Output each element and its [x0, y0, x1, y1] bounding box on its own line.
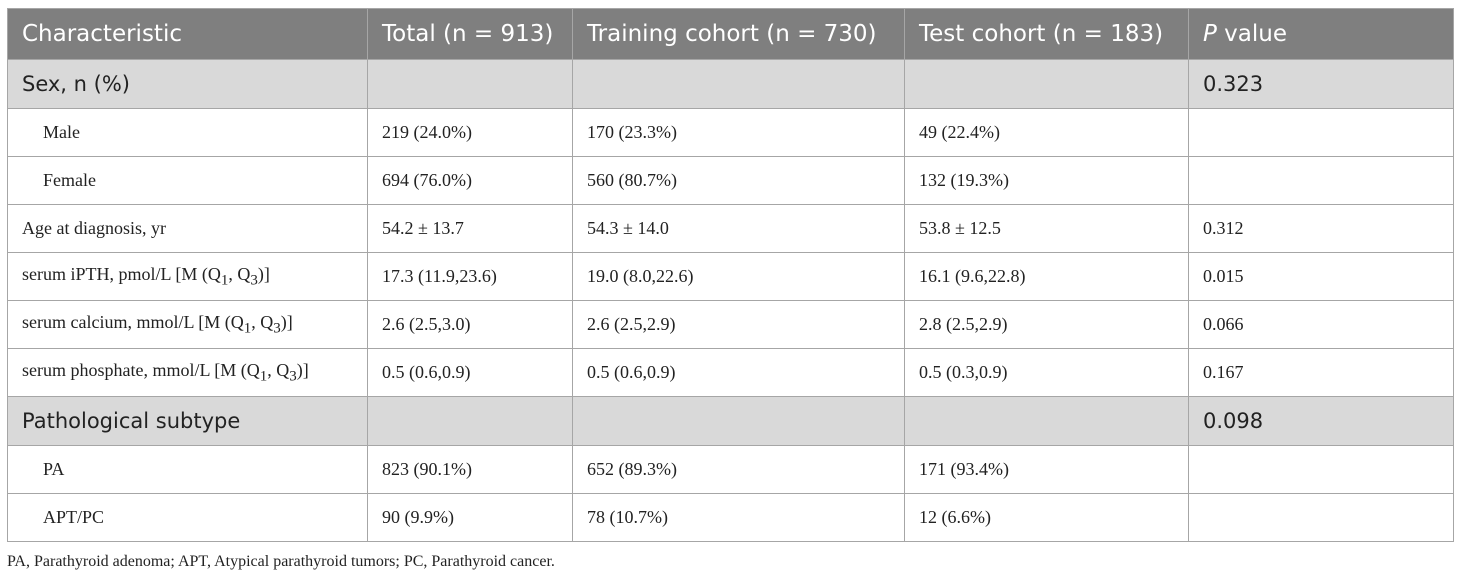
table-cell — [572, 59, 905, 109]
cell-test: 12 (6.6%) — [904, 493, 1189, 542]
subscript: 3 — [273, 320, 281, 337]
header-characteristic: Characteristic — [7, 8, 368, 60]
section-p-value: 0.098 — [1188, 396, 1454, 446]
cell-training: 19.0 (8.0,22.6) — [572, 252, 905, 301]
table-cell — [904, 59, 1189, 109]
characteristics-table: Characteristic Total (n = 913) Training … — [7, 8, 1454, 542]
row-label: serum calcium, mmol/L [M (Q1, Q3)] — [7, 300, 368, 349]
cell-test: 132 (19.3%) — [904, 156, 1189, 205]
cell-training: 652 (89.3%) — [572, 445, 905, 494]
cell-p — [1188, 493, 1454, 542]
cell-total: 90 (9.9%) — [367, 493, 573, 542]
table-row-pa: PA 823 (90.1%) 652 (89.3%) 171 (93.4%) — [7, 445, 1454, 494]
p-italic: P — [1203, 21, 1217, 47]
section-p-value: 0.323 — [1188, 59, 1454, 109]
label-text: serum iPTH, pmol/L [M (Q — [22, 263, 221, 284]
table-row-female: Female 694 (76.0%) 560 (80.7%) 132 (19.3… — [7, 156, 1454, 205]
cell-total: 219 (24.0%) — [367, 108, 573, 157]
cell-p: 0.015 — [1188, 252, 1454, 301]
row-label: PA — [7, 445, 368, 494]
subscript: 1 — [220, 272, 229, 289]
cell-training: 170 (23.3%) — [572, 108, 905, 157]
row-label: Male — [7, 108, 368, 157]
label-text: )] — [296, 359, 309, 380]
header-training-cohort: Training cohort (n = 730) — [572, 8, 905, 60]
label-text: serum calcium, mmol/L [M (Q — [22, 311, 244, 332]
cell-test: 49 (22.4%) — [904, 108, 1189, 157]
cell-training: 54.3 ± 14.0 — [572, 204, 905, 253]
subscript: 1 — [243, 320, 252, 337]
subscript: 3 — [289, 368, 297, 385]
label-text: serum phosphate, mmol/L [M (Q — [22, 359, 260, 380]
cell-total: 2.6 (2.5,3.0) — [367, 300, 573, 349]
row-label: Female — [7, 156, 368, 205]
cell-p — [1188, 445, 1454, 494]
table-cell — [367, 59, 573, 109]
label-text: , Q — [251, 311, 274, 332]
cell-total: 0.5 (0.6,0.9) — [367, 348, 573, 397]
table-footnote: PA, Parathyroid adenoma; APT, Atypical p… — [7, 553, 555, 570]
table-row-ipth: serum iPTH, pmol/L [M (Q1, Q3)] 17.3 (11… — [7, 252, 1454, 301]
cell-test: 0.5 (0.3,0.9) — [904, 348, 1189, 397]
table-row-age: Age at diagnosis, yr 54.2 ± 13.7 54.3 ± … — [7, 204, 1454, 253]
cell-p: 0.167 — [1188, 348, 1454, 397]
cell-total: 823 (90.1%) — [367, 445, 573, 494]
cell-p: 0.066 — [1188, 300, 1454, 349]
cell-test: 53.8 ± 12.5 — [904, 204, 1189, 253]
cell-test: 171 (93.4%) — [904, 445, 1189, 494]
cell-training: 2.6 (2.5,2.9) — [572, 300, 905, 349]
cell-total: 17.3 (11.9,23.6) — [367, 252, 573, 301]
subscript: 3 — [250, 272, 258, 289]
cell-total: 694 (76.0%) — [367, 156, 573, 205]
section-label: Sex, n (%) — [7, 59, 368, 109]
cell-training: 78 (10.7%) — [572, 493, 905, 542]
table-container: Characteristic Total (n = 913) Training … — [7, 8, 1454, 542]
label-text: , Q — [228, 263, 251, 284]
section-label: Pathological subtype — [7, 396, 368, 446]
header-test-cohort: Test cohort (n = 183) — [904, 8, 1189, 60]
table-row-calcium: serum calcium, mmol/L [M (Q1, Q3)] 2.6 (… — [7, 300, 1454, 349]
table-cell — [572, 396, 905, 446]
subscript: 1 — [259, 368, 268, 385]
cell-test: 2.8 (2.5,2.9) — [904, 300, 1189, 349]
row-label: serum iPTH, pmol/L [M (Q1, Q3)] — [7, 252, 368, 301]
row-label: Age at diagnosis, yr — [7, 204, 368, 253]
row-label: serum phosphate, mmol/L [M (Q1, Q3)] — [7, 348, 368, 397]
cell-test: 16.1 (9.6,22.8) — [904, 252, 1189, 301]
table-row-male: Male 219 (24.0%) 170 (23.3%) 49 (22.4%) — [7, 108, 1454, 157]
cell-p — [1188, 108, 1454, 157]
table-header-row: Characteristic Total (n = 913) Training … — [7, 8, 1454, 60]
label-text: )] — [257, 263, 270, 284]
section-row-pathology: Pathological subtype 0.098 — [7, 396, 1454, 446]
header-p-value: P value — [1188, 8, 1454, 60]
label-text: , Q — [267, 359, 290, 380]
cell-p — [1188, 156, 1454, 205]
cell-training: 0.5 (0.6,0.9) — [572, 348, 905, 397]
label-text: )] — [280, 311, 293, 332]
header-total: Total (n = 913) — [367, 8, 573, 60]
table-row-apt-pc: APT/PC 90 (9.9%) 78 (10.7%) 12 (6.6%) — [7, 493, 1454, 542]
row-label: APT/PC — [7, 493, 368, 542]
table-row-phosphate: serum phosphate, mmol/L [M (Q1, Q3)] 0.5… — [7, 348, 1454, 397]
table-cell — [367, 396, 573, 446]
cell-training: 560 (80.7%) — [572, 156, 905, 205]
cell-p: 0.312 — [1188, 204, 1454, 253]
p-rest: value — [1216, 21, 1288, 47]
cell-total: 54.2 ± 13.7 — [367, 204, 573, 253]
section-row-sex: Sex, n (%) 0.323 — [7, 59, 1454, 109]
table-cell — [904, 396, 1189, 446]
